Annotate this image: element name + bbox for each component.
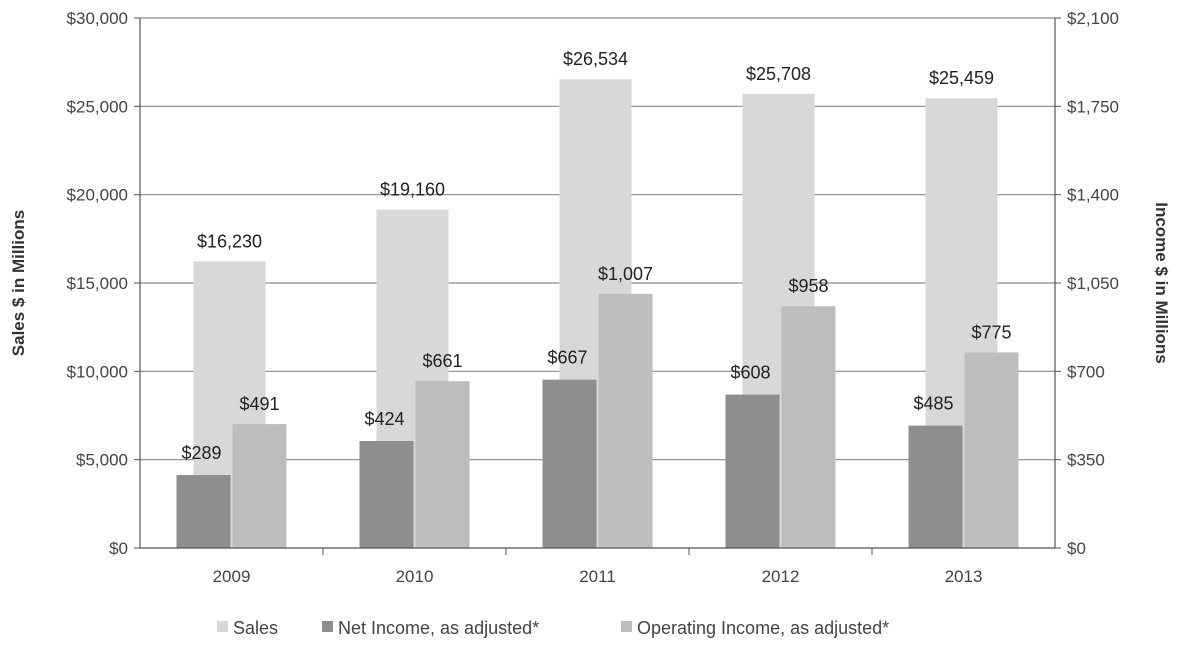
data-label-net-income: $289	[181, 443, 221, 463]
y-tick-label: $25,000	[67, 97, 128, 116]
data-label-sales: $16,230	[197, 231, 262, 251]
data-label-sales: $26,534	[563, 49, 628, 69]
data-label-sales: $25,459	[929, 68, 994, 88]
bar-net-income	[725, 394, 780, 548]
y-tick-label: $30,000	[67, 9, 128, 28]
bar-operating-income	[415, 381, 470, 548]
legend-item-sales-label: Sales	[233, 618, 278, 638]
data-label-operating-income: $775	[971, 322, 1011, 342]
data-label-net-income: $424	[364, 409, 404, 429]
y-tick-label: $5,000	[76, 451, 128, 470]
bar-operating-income	[781, 306, 836, 548]
y-axis-title: Sales $ in Millions	[9, 210, 28, 356]
data-label-operating-income: $661	[422, 351, 462, 371]
y2-tick-label: $1,050	[1067, 274, 1119, 293]
bars	[176, 79, 1019, 549]
legend-item-sales-swatch	[217, 621, 228, 632]
y-tick-label: $0	[109, 539, 128, 558]
bar-net-income	[176, 475, 231, 548]
y2-tick-label: $1,750	[1067, 97, 1119, 116]
data-label-net-income: $608	[730, 363, 770, 383]
y2-tick-label: $700	[1067, 362, 1105, 381]
data-label-sales: $19,160	[380, 180, 445, 200]
y-tick-label: $20,000	[67, 186, 128, 205]
legend-item-net-income-label: Net Income, as adjusted*	[338, 618, 539, 638]
x-tick-label: 2009	[213, 567, 251, 586]
data-labels: $16,230 $289 $491 $19,160 $424 $661 $26,534 $66…	[181, 49, 1011, 463]
bar-net-income	[359, 440, 414, 548]
y2-tick-label: $0	[1067, 539, 1086, 558]
bar-operating-income	[232, 424, 287, 548]
y-tick-label: $15,000	[67, 274, 128, 293]
y-tick-label: $10,000	[67, 362, 128, 381]
legend: Sales Net Income, as adjusted* Operating I…	[217, 618, 889, 638]
data-label-sales: $25,708	[746, 64, 811, 84]
x-tick-label: 2012	[762, 567, 800, 586]
data-label-net-income: $667	[547, 348, 587, 368]
y2-tick-label: $2,100	[1067, 9, 1119, 28]
legend-item-operating-income-label: Operating Income, as adjusted*	[637, 618, 889, 638]
bar-net-income	[542, 379, 597, 548]
x-tick-label: 2010	[396, 567, 434, 586]
bar-operating-income	[598, 293, 653, 548]
bar-net-income	[908, 425, 963, 548]
x-tick-label: 2013	[945, 567, 983, 586]
y2-axis-title: Income $ in Millions	[1152, 202, 1171, 364]
x-tick-label: 2011	[579, 567, 616, 586]
axes: $0 $0 $5,000 $350 $10,000 $700 $15,000 $1,050 $2…	[67, 9, 1119, 586]
data-label-net-income: $485	[913, 394, 953, 414]
data-label-operating-income: $1,007	[598, 264, 653, 284]
data-label-operating-income: $958	[788, 276, 828, 296]
legend-item-net-income-swatch	[322, 621, 333, 632]
y2-tick-label: $350	[1067, 451, 1105, 470]
y2-tick-label: $1,400	[1067, 186, 1119, 205]
data-label-operating-income: $491	[239, 394, 279, 414]
bar-operating-income	[964, 352, 1019, 548]
legend-item-operating-income-swatch	[621, 621, 632, 632]
